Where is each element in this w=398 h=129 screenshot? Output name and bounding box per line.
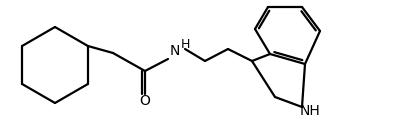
Text: H: H bbox=[180, 38, 190, 51]
Text: N: N bbox=[170, 44, 180, 58]
Text: NH: NH bbox=[300, 104, 320, 118]
Text: O: O bbox=[140, 94, 150, 108]
